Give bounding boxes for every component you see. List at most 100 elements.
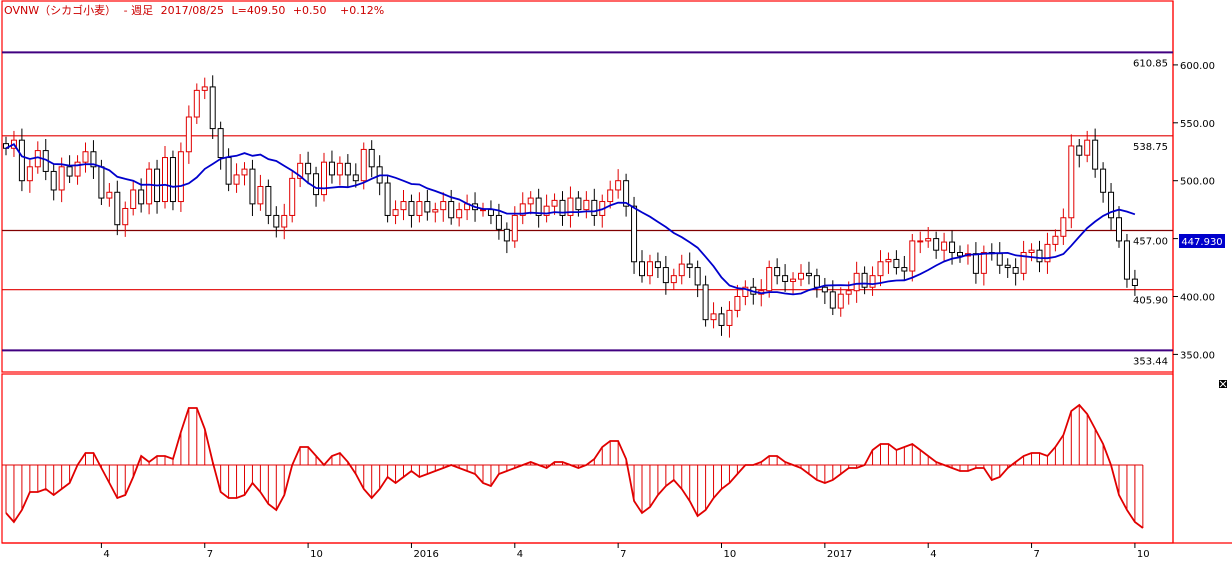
candle-body-57 <box>456 209 463 219</box>
candle-body-18 <box>146 168 153 205</box>
candle-body-55 <box>440 201 447 211</box>
candle-body-99 <box>790 278 797 282</box>
candle-body-23 <box>185 116 192 153</box>
level-label-0: 610.85 <box>1133 58 1168 69</box>
candle-body-13 <box>106 191 113 199</box>
candle-body-51 <box>408 201 415 216</box>
candle-body-63 <box>503 228 510 242</box>
candle-body-6 <box>50 170 57 191</box>
x-axis-ticks: 4 7 10 2016 4 7 10 2017 4 7 10 <box>100 543 1150 560</box>
candle-body-22 <box>177 151 184 203</box>
candle-body-104 <box>829 291 836 309</box>
candle-body-88 <box>702 284 709 321</box>
current-price-badge <box>1179 234 1225 248</box>
x-tick-label-9: 7 <box>1034 549 1040 560</box>
candle-body-66 <box>527 197 534 205</box>
candle-body-82 <box>654 261 661 269</box>
header-period: - 週足 <box>124 4 153 17</box>
candle-body-91 <box>726 309 733 326</box>
candle-body-16 <box>130 189 137 209</box>
candle-body-14 <box>114 191 121 226</box>
y-tick-label-5: 600.00 <box>1180 61 1215 72</box>
candle-body-26 <box>209 86 216 130</box>
candle-body-112 <box>893 258 900 269</box>
candle-body-134 <box>1068 145 1075 219</box>
candle-body-68 <box>543 205 550 216</box>
candle-body-127 <box>1012 267 1019 274</box>
candle-body-80 <box>639 261 645 277</box>
level-label-3: 405.90 <box>1133 296 1168 307</box>
candle-body-41 <box>328 161 335 176</box>
candle-body-40 <box>321 161 327 196</box>
candle-body-31 <box>249 168 256 205</box>
candle-body-33 <box>265 185 272 216</box>
y-tick-label-3: 500.00 <box>1180 177 1215 188</box>
candle-body-86 <box>686 263 693 269</box>
header-date: 2017/08/25 <box>161 4 224 17</box>
candle-body-71 <box>567 197 574 216</box>
candle-body-122 <box>972 253 979 274</box>
candle-body-141 <box>1123 240 1130 280</box>
candle-body-20 <box>162 157 168 203</box>
candle-body-97 <box>774 267 781 277</box>
candle-body-108 <box>861 272 868 288</box>
candle-body-110 <box>877 261 884 277</box>
candle-body-74 <box>591 199 598 216</box>
candle-body-69 <box>551 199 558 207</box>
candle-body-25 <box>201 86 208 91</box>
candle-body-61 <box>487 209 494 216</box>
candle-body-84 <box>670 275 677 284</box>
candle-body-52 <box>416 201 423 216</box>
header-last: L=409.50 <box>231 4 285 17</box>
candle-body-43 <box>344 162 351 176</box>
candle-body-96 <box>766 267 773 292</box>
candle-body-44 <box>352 174 359 182</box>
candle-body-105 <box>837 293 844 309</box>
candle-body-3 <box>26 166 33 182</box>
candle-body-64 <box>511 214 518 242</box>
candle-body-28 <box>225 157 232 185</box>
candle-body-118 <box>941 241 948 251</box>
candle-body-76 <box>607 189 614 203</box>
x-tick-label-7: 2017 <box>827 549 852 560</box>
candle-body-109 <box>869 275 876 288</box>
x-tick-label-5: 7 <box>620 549 626 560</box>
candle-body-102 <box>813 275 820 288</box>
candle-body-36 <box>289 177 296 216</box>
candle-body-119 <box>949 241 956 253</box>
candle-body-37 <box>297 162 304 179</box>
candle-body-106 <box>845 290 852 295</box>
level-label-2: 457.00 <box>1133 236 1168 247</box>
candle-body-131 <box>1044 243 1051 263</box>
candle-body-120 <box>957 251 963 257</box>
candle-body-72 <box>575 197 582 211</box>
y-tick-label-4: 550.00 <box>1180 119 1215 130</box>
x-tick-label-10: 10 <box>1137 549 1150 560</box>
y-tick-label-0: 350.00 <box>1180 350 1215 361</box>
candle-body-142 <box>1131 278 1138 286</box>
candle-body-130 <box>1036 249 1043 263</box>
x-tick-label-3: 2016 <box>413 549 438 560</box>
x-tick-label-2: 10 <box>310 549 323 560</box>
candle-body-133 <box>1060 217 1067 237</box>
header-change-pct: +0.12% <box>340 4 384 17</box>
candle-body-79 <box>631 205 638 263</box>
candle-body-125 <box>996 253 1003 266</box>
candle-body-111 <box>885 258 892 263</box>
candle-body-32 <box>257 185 264 205</box>
current-price-label: 447.930 <box>1181 237 1222 248</box>
candle-body-90 <box>718 313 725 326</box>
candle-body-62 <box>495 214 502 230</box>
oscillator-line <box>5 403 1144 529</box>
candle-body-89 <box>710 313 717 321</box>
candle-body-101 <box>805 272 812 277</box>
candle-body-83 <box>662 267 669 284</box>
candle-body-70 <box>559 199 566 216</box>
candle-body-35 <box>281 214 288 228</box>
candle-body-113 <box>901 267 908 272</box>
candle-body-78 <box>623 180 630 207</box>
level-label-1: 538.75 <box>1133 142 1168 153</box>
